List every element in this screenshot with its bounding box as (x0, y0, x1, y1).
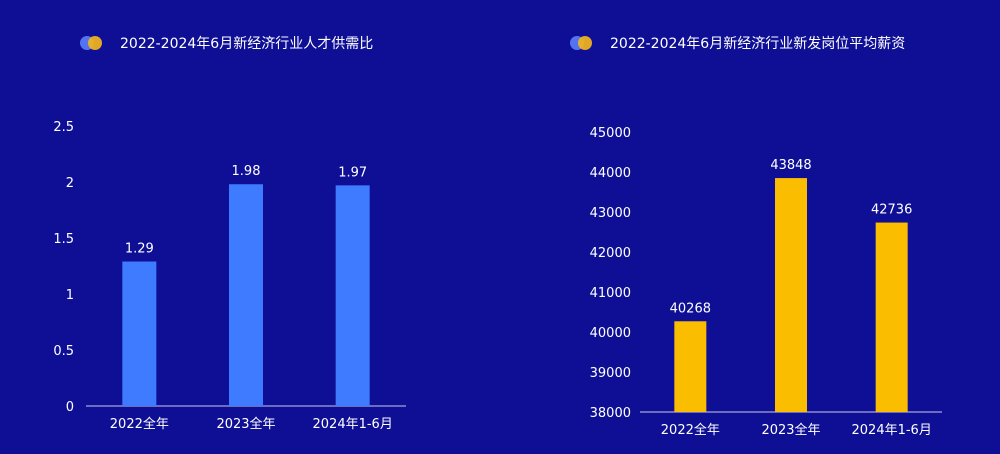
y-tick-label: 39000 (590, 366, 631, 381)
chart-title-row: 2022-2024年6月新经济行业人才供需比 (80, 31, 373, 55)
two-dots-icon (570, 34, 596, 52)
two-dots-icon (80, 34, 106, 52)
y-tick-label: 38000 (590, 406, 631, 421)
y-tick-label: 42000 (590, 246, 631, 261)
bar (122, 261, 157, 406)
chart-title: 2022-2024年6月新经济行业新发岗位平均薪资 (610, 36, 906, 52)
y-tick-label: 2.5 (53, 120, 74, 135)
x-tick-label: 2023全年 (761, 422, 820, 438)
data-label: 1.98 (232, 164, 261, 179)
data-label: 42736 (871, 203, 912, 218)
y-tick-label: 1.5 (53, 232, 74, 247)
y-tick-label: 43000 (590, 206, 631, 221)
chart-panel-left: 2022-2024年6月新经济行业人才供需比 0 0.5 1 1.5 2 2.5 1.29 2… (53, 31, 406, 432)
yellow-dot (578, 36, 592, 50)
bar (229, 184, 263, 406)
y-tick-label: 41000 (590, 286, 631, 301)
x-tick-label: 2024年1-6月 (852, 423, 932, 438)
yellow-dot (88, 36, 102, 50)
x-tick-label: 2023全年 (216, 416, 275, 432)
chart-supply-demand-ratio: 0 0.5 1 1.5 2 2.5 1.29 2022全年 1.98 2023全年 1.97 2024… (53, 120, 406, 432)
data-label: 43848 (770, 158, 811, 173)
x-tick-label: 2024年1-6月 (313, 417, 393, 432)
y-tick-label: 1 (66, 288, 74, 303)
chart-title: 2022-2024年6月新经济行业人才供需比 (120, 36, 374, 52)
data-label: 1.29 (125, 242, 154, 257)
y-tick-label: 45000 (590, 126, 631, 141)
chart-average-salary: 38000 39000 40000 41000 42000 43000 44000 45000… (590, 126, 942, 438)
y-tick-label: 44000 (590, 166, 631, 181)
bar (875, 222, 908, 412)
y-tick-label: 0 (66, 400, 74, 415)
data-label: 1.97 (338, 165, 367, 180)
bar (674, 321, 707, 412)
y-tick-label: 2 (66, 176, 74, 191)
chart-title-row: 2022-2024年6月新经济行业新发岗位平均薪资 (570, 31, 905, 55)
x-tick-label: 2022全年 (661, 422, 720, 438)
bar (335, 185, 370, 406)
bar (775, 178, 807, 412)
data-label: 40268 (670, 301, 711, 316)
y-tick-label: 0.5 (53, 344, 74, 359)
chart-panel-right: 2022-2024年6月新经济行业新发岗位平均薪资 38000 39000 4000… (500, 0, 1000, 454)
y-tick-label: 40000 (590, 326, 631, 341)
x-tick-label: 2022全年 (110, 416, 169, 432)
